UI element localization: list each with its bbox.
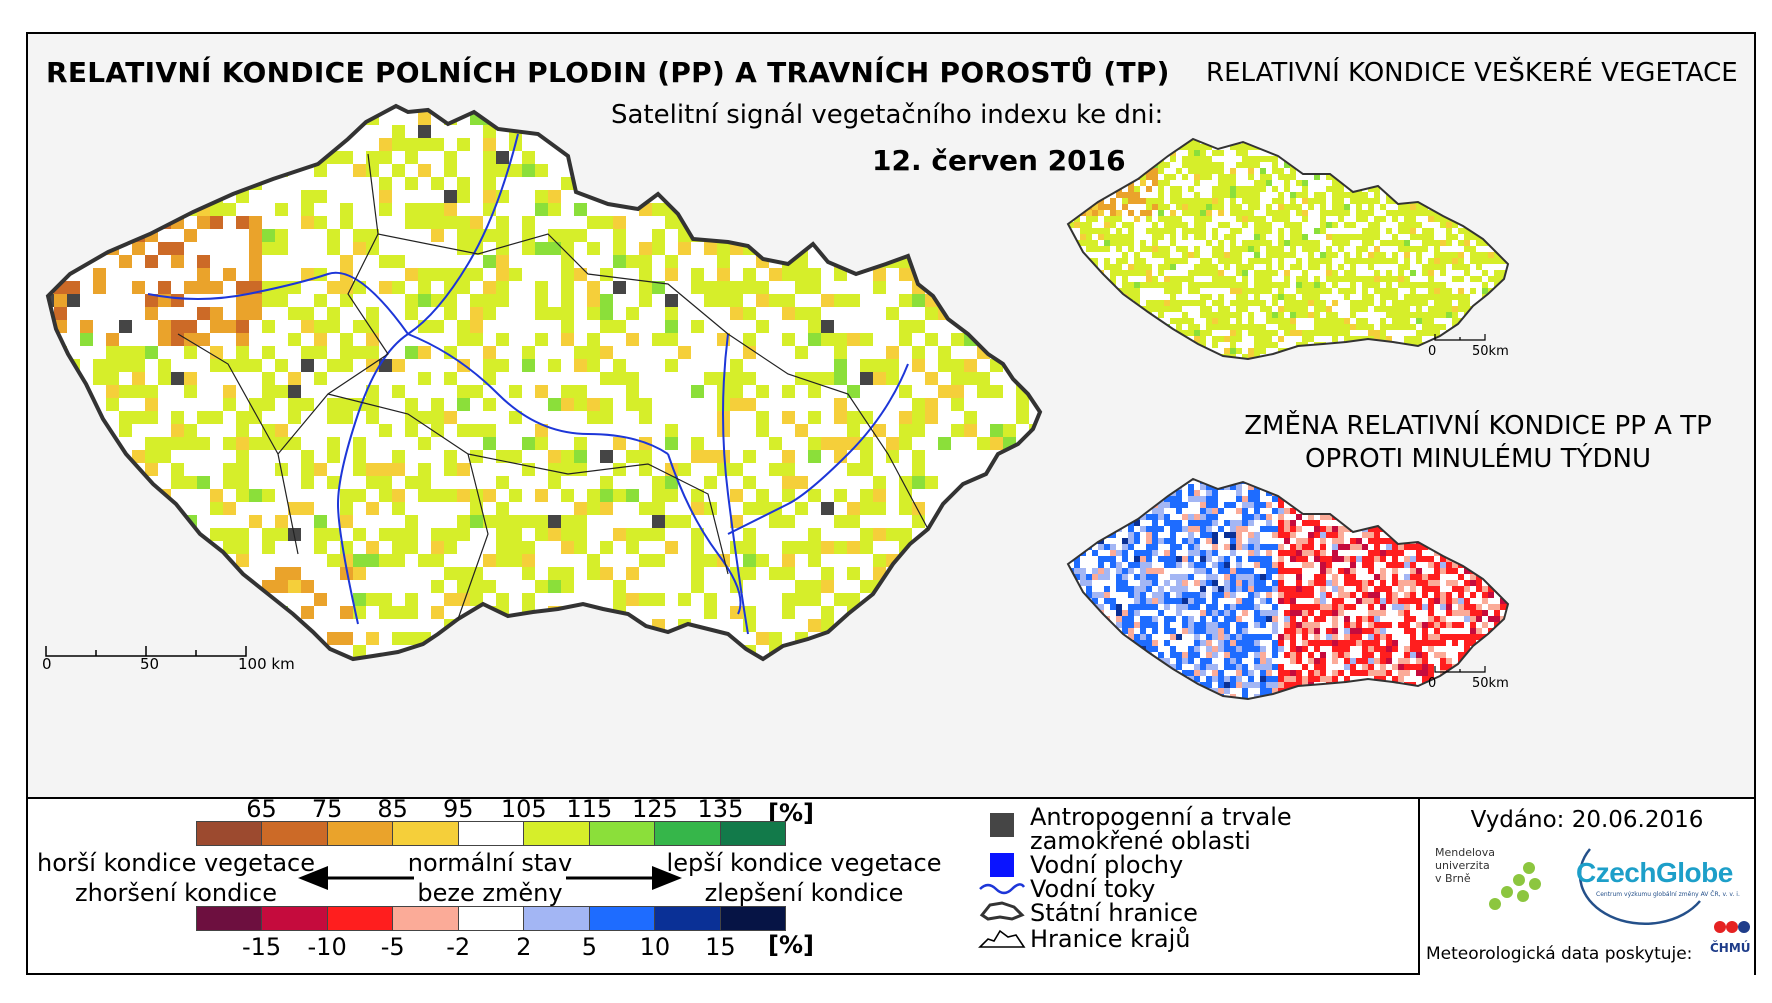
water-bodies-label: Vodní plochy	[1030, 851, 1184, 879]
change-scale-bar	[1434, 666, 1486, 673]
worse-change-label: zhoršení kondice	[75, 879, 277, 907]
change-tick-1: -10	[307, 933, 347, 961]
condition-color-ramp	[196, 821, 786, 846]
condition-swatch-5	[524, 822, 590, 845]
chmu-label: ČHMÚ	[1710, 941, 1751, 955]
mendel-line-1: Mendelova	[1435, 846, 1496, 859]
mendel-dots-icon	[1489, 862, 1541, 910]
better-change-label: zlepšení kondice	[704, 879, 904, 907]
change-tick-0: -15	[241, 933, 282, 961]
change-map-title: ZMĚNA RELATIVNÍ KONDICE PP A TP OPROTI M…	[1244, 411, 1712, 474]
change-swatch-0	[197, 907, 263, 930]
better-condition-label: lepší kondice vegetace	[666, 849, 942, 877]
condition-swatch-6	[589, 822, 656, 845]
anthropogenic-area-icon	[990, 813, 1014, 837]
meteo-credit: Meteorologická data poskytuje:	[1426, 944, 1693, 964]
condition-tick-4: 105	[500, 795, 547, 823]
state-border-icon	[979, 901, 1025, 921]
anthropogenic-label-1: Antropogenní a trvale	[1030, 803, 1292, 831]
index-date: 12. červen 2016	[872, 144, 1126, 177]
change-tick-6: 10	[639, 933, 671, 961]
arrow-left-icon	[298, 866, 414, 890]
condition-tick-1: 75	[311, 795, 343, 823]
change-tick-4: 2	[516, 933, 532, 961]
condition-tick-0: 65	[246, 795, 277, 823]
river-line-icon	[979, 883, 1026, 895]
veg-scale-bar	[1434, 334, 1486, 341]
state-border-label: Státní hranice	[1030, 899, 1198, 927]
main-scale-bar	[45, 646, 247, 657]
change-unit: [%]	[768, 931, 814, 959]
main-scale-label-0: 0	[42, 655, 52, 673]
legend-panel: [%] horší kondice vegetace zhoršení kond…	[28, 795, 1754, 975]
condition-swatch-0	[197, 822, 263, 845]
condition-tick-6: 125	[631, 795, 678, 823]
veg-scale-label-50: 50km	[1472, 344, 1509, 359]
change-swatch-5	[524, 907, 590, 930]
no-change-label: beze změny	[417, 879, 563, 907]
condition-swatch-7	[655, 822, 721, 845]
condition-swatch-8	[720, 822, 785, 845]
change-tick-3: -2	[446, 933, 471, 961]
main-scale-label-100: 100 km	[238, 655, 295, 673]
czechglobe-arc-icon	[1578, 848, 1701, 926]
change-tick-7: 15	[705, 933, 736, 961]
change-swatch-6	[589, 907, 656, 930]
change-tick-2: -5	[380, 933, 405, 961]
mendel-line-3: v Brně	[1435, 872, 1471, 885]
condition-change-map	[1066, 477, 1510, 701]
region-border-label: Hranice krajů	[1030, 925, 1191, 953]
veg-scale-label-0: 0	[1428, 344, 1437, 359]
change-swatch-4	[458, 907, 525, 930]
czechglobe-subtitle: Centrum výzkumu globální změny AV ČR, v.…	[1596, 891, 1740, 898]
czechglobe-logo: CzechGlobe Centrum výzkumu globální změn…	[1550, 839, 1750, 926]
change-swatch-3	[393, 907, 459, 930]
condition-swatch-4	[458, 822, 525, 845]
chmu-logo-icon	[1714, 921, 1750, 933]
vegetation-condition-map	[1066, 137, 1510, 361]
main-title: RELATIVNÍ KONDICE POLNÍCH PLODIN (PP) A …	[46, 56, 1170, 89]
issued-date: Vydáno: 20.06.2016	[1470, 807, 1704, 833]
czechglobe-name: CzechGlobe	[1576, 857, 1733, 888]
condition-swatch-3	[393, 822, 459, 845]
arrow-right-icon	[566, 866, 682, 890]
main-scale-label-50: 50	[140, 655, 160, 673]
condition-swatch-1	[262, 822, 328, 845]
main-condition-map	[46, 104, 1042, 661]
change-swatch-1	[262, 907, 328, 930]
water-body-icon	[990, 853, 1014, 877]
change-swatch-7	[655, 907, 721, 930]
condition-tick-2: 85	[377, 795, 408, 823]
change-swatch-8	[720, 907, 785, 930]
change-scale-label-0: 0	[1428, 676, 1437, 691]
mendel-line-2: univerzita	[1435, 859, 1490, 872]
rivers-label: Vodní toky	[1030, 875, 1156, 903]
normal-state-label: normální stav	[407, 849, 573, 877]
condition-swatch-2	[327, 822, 394, 845]
condition-tick-5: 115	[566, 795, 613, 823]
mendel-university-logo: Mendelova univerzita v Brně	[1435, 846, 1545, 910]
worse-condition-label: horší kondice vegetace	[36, 849, 316, 877]
change-swatch-2	[327, 907, 394, 930]
map-frame: RELATIVNÍ KONDICE POLNÍCH PLODIN (PP) A …	[26, 32, 1756, 975]
subtitle: Satelitní signál vegetačního indexu ke d…	[611, 100, 1164, 130]
condition-tick-3: 95	[442, 795, 474, 823]
change-tick-5: 5	[581, 933, 597, 961]
change-color-ramp	[196, 906, 786, 931]
condition-tick-7: 135	[697, 795, 744, 823]
issuer-panel: Vydáno: 20.06.2016 Mendelova univerzita …	[1418, 799, 1754, 975]
change-scale-label-50: 50km	[1472, 676, 1509, 691]
vegetation-map-title: RELATIVNÍ KONDICE VEŠKERÉ VEGETACE	[1206, 58, 1738, 88]
region-border-icon	[978, 929, 1026, 948]
anthropogenic-label-2: zamokřené oblasti	[1030, 827, 1251, 855]
